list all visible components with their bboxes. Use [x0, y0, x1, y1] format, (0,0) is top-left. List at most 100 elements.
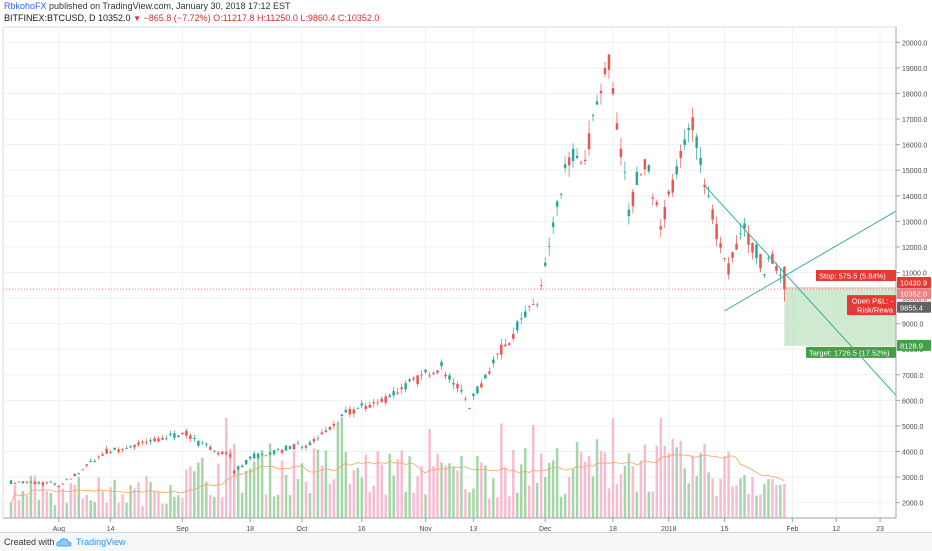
volume-bar — [69, 483, 73, 518]
candle-body — [69, 478, 73, 480]
volume-bar — [723, 455, 726, 518]
candle-body — [619, 148, 623, 158]
price-chart[interactable]: 20000.0 19000.0 18000.0 17000.0 16000.0 15000… — [0, 24, 932, 532]
candle-body — [731, 252, 734, 258]
volume-bar — [45, 491, 49, 518]
volume-bar — [655, 445, 659, 518]
volume-bar — [296, 478, 300, 518]
candle-body — [217, 452, 220, 455]
volume-bar — [504, 467, 507, 518]
publish-text: published on TradingView.com, January 30… — [49, 1, 291, 11]
candle-body — [583, 159, 587, 162]
candle-body — [260, 454, 264, 456]
open-pnl-label: Open P&L: - — [852, 297, 894, 306]
candle-body — [615, 123, 619, 130]
candle-body — [264, 455, 268, 457]
candle-body — [659, 226, 663, 230]
candle-body — [316, 438, 320, 440]
volume-bar — [41, 482, 45, 518]
volume-bar — [496, 497, 499, 518]
volume-bar — [472, 488, 475, 518]
target-label: Target: 1726.5 (17.52%) — [809, 348, 890, 357]
volume-bar — [607, 488, 611, 518]
candle-body — [623, 171, 627, 173]
candle-body — [504, 344, 507, 347]
down-arrow-icon: ▼ — [133, 14, 142, 23]
candle-body — [205, 443, 208, 445]
candle-body — [516, 321, 519, 331]
volume-bar — [683, 468, 686, 518]
candle-body — [133, 444, 136, 448]
candle-body — [524, 311, 527, 318]
volume-bar — [551, 460, 555, 518]
candle-body — [189, 435, 192, 439]
volume-bar — [436, 453, 439, 518]
volume-bar — [412, 492, 415, 518]
volume-bar — [428, 429, 431, 518]
candle-body — [460, 389, 463, 392]
volume-bar — [121, 494, 124, 518]
candle-body — [575, 155, 579, 159]
x-tick-label: 15 — [721, 526, 729, 532]
candle-body — [276, 449, 280, 451]
volume-bar — [535, 482, 539, 518]
volume-bar — [157, 492, 160, 518]
candle-body — [248, 456, 252, 459]
volume-bar — [468, 492, 471, 518]
candle-body — [759, 254, 762, 269]
candle-body — [579, 162, 583, 164]
candle-body — [651, 197, 655, 199]
volume-bar — [480, 462, 483, 518]
candle-body — [408, 379, 411, 382]
candle-body — [535, 304, 539, 306]
ohlc-values: O:11217.8 H:11250.0 L:9860.4 C:10352.0 — [213, 13, 380, 23]
candle-body — [57, 486, 61, 487]
candle-body — [484, 374, 487, 379]
volume-bar — [332, 479, 336, 518]
x-tick-label: Oct — [297, 526, 308, 532]
candle-body — [440, 361, 443, 367]
candle-body — [563, 164, 567, 168]
candle-body — [663, 206, 667, 220]
x-tick-label: Sep — [176, 526, 189, 532]
y-tick-label: 14000.0 — [902, 194, 927, 201]
candle-body — [121, 448, 124, 450]
volume-bar — [113, 479, 116, 518]
volume-bar — [272, 496, 276, 518]
volume-bar — [512, 449, 515, 518]
volume-bar — [300, 463, 304, 518]
y-tick-label: 19000.0 — [902, 66, 927, 73]
volume-bar — [531, 424, 535, 518]
volume-bar — [13, 484, 17, 518]
candle-body — [232, 470, 236, 474]
volume-bar — [85, 495, 88, 518]
volume-bar — [675, 447, 678, 518]
volume-bar — [348, 483, 352, 518]
symbol-label: BITFINEX:BTCUSD, D — [4, 13, 96, 23]
volume-bar — [173, 496, 176, 518]
volume-bar — [456, 470, 459, 518]
candle-body — [687, 127, 690, 131]
tradingview-brand[interactable]: TradingView — [76, 537, 126, 547]
candle-body — [229, 454, 232, 457]
candle-body — [312, 438, 316, 442]
volume-bar — [763, 483, 766, 518]
volume-bar — [603, 452, 607, 518]
volume-bar — [149, 481, 152, 518]
volume-bar — [679, 440, 682, 518]
volume-bar — [779, 485, 782, 518]
volume-bar — [201, 457, 204, 518]
y-tick-label: 17000.0 — [902, 117, 927, 124]
y-tick-label: 6000.0 — [902, 398, 924, 405]
candle-body — [284, 445, 288, 451]
target-price-label: 8128.9 — [900, 341, 923, 350]
candle-body — [153, 438, 156, 442]
author-link[interactable]: RbkohoFX — [4, 1, 47, 11]
volume-bar — [659, 418, 663, 518]
trendlines[interactable] — [704, 185, 897, 396]
candle-body — [711, 209, 714, 220]
volume-bar — [699, 452, 702, 518]
candle-body — [679, 150, 682, 158]
candle-body — [368, 404, 372, 408]
volume-bar — [783, 484, 786, 518]
